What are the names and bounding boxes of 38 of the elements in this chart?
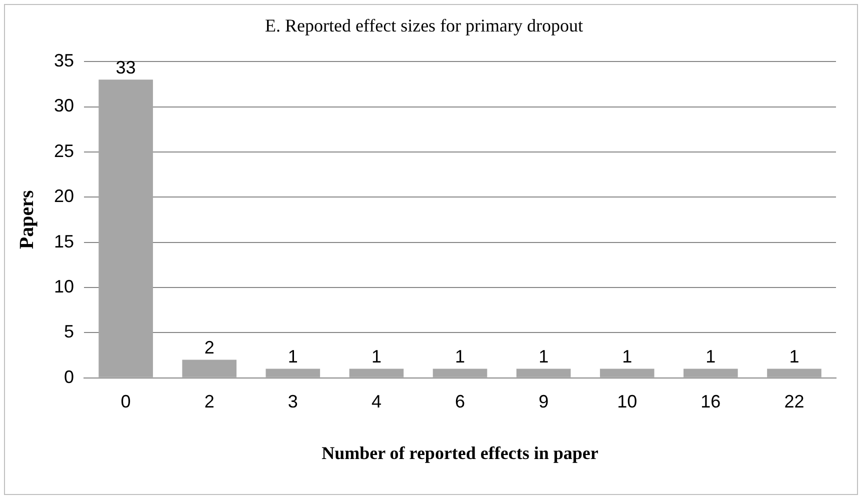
x-tick-label: 3 <box>288 392 298 412</box>
data-label: 1 <box>455 346 466 367</box>
y-tick-label: 15 <box>54 231 74 252</box>
data-label: 33 <box>116 58 136 78</box>
data-label: 1 <box>288 346 298 367</box>
bar <box>349 368 404 378</box>
x-tick-label: 6 <box>455 392 466 412</box>
bar <box>767 368 822 378</box>
data-label: 1 <box>789 346 800 367</box>
y-tick-label: 30 <box>54 96 74 116</box>
y-tick-label: 10 <box>54 276 74 296</box>
x-tick-label: 2 <box>204 392 214 412</box>
y-axis-title: Papers <box>16 190 38 250</box>
y-tick-label: 5 <box>64 322 74 342</box>
data-label: 1 <box>706 346 716 367</box>
data-label: 1 <box>622 346 632 367</box>
y-tick-label: 25 <box>54 140 74 161</box>
data-label: 2 <box>204 338 214 358</box>
y-tick-label: 20 <box>54 186 74 206</box>
bar <box>516 368 571 378</box>
bar <box>600 368 654 378</box>
chart-title: E. Reported effect sizes for primary dropout <box>264 16 584 36</box>
bar <box>266 368 320 378</box>
x-axis-title: Number of reported effects in paper <box>322 442 598 463</box>
bar <box>182 360 237 378</box>
x-tick-label: 9 <box>538 392 549 412</box>
bar <box>432 368 488 378</box>
bar <box>98 80 153 378</box>
x-tick-label: 0 <box>120 392 131 412</box>
bar <box>684 368 738 378</box>
x-tick-label: 16 <box>700 392 721 412</box>
x-tick-label: 10 <box>617 392 638 412</box>
y-tick-label: 35 <box>54 50 74 71</box>
y-tick-label: 0 <box>64 366 74 387</box>
x-tick-label: 4 <box>371 392 382 412</box>
x-tick-label: 22 <box>784 392 804 412</box>
data-label: 1 <box>538 346 549 367</box>
data-label: 1 <box>371 346 382 367</box>
